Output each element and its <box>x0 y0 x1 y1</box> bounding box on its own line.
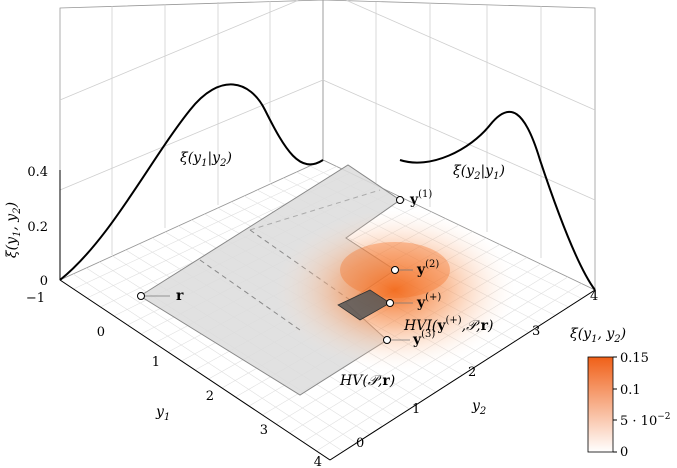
marginal-label-y1: ξ(y1|y2) <box>180 150 232 169</box>
y1-tick-0: −1 <box>26 291 45 306</box>
leader-lines <box>145 199 413 341</box>
hv-label: HV(𝒫,r) <box>339 373 395 389</box>
z-axis-label: ξ(y1, y2) <box>4 202 23 258</box>
z-tick-0: 0 <box>40 274 48 289</box>
z-tick-2: 0.4 <box>27 165 48 180</box>
y1-tick-5: 4 <box>314 455 322 468</box>
y1-tick-3: 2 <box>206 389 214 404</box>
colorbar-tick-2: 5 · 10−2 <box>620 412 671 429</box>
label-y1: y(1) <box>409 189 432 208</box>
axes-lines <box>59 170 596 461</box>
points <box>137 196 404 344</box>
floor-grid-line <box>316 283 582 452</box>
surface-label: ξ(y1, y2) <box>570 326 626 345</box>
y2-tick-4: 4 <box>590 289 598 304</box>
colorbar-tick-1: 0.1 <box>620 383 641 398</box>
y1-tick-4: 3 <box>260 423 268 438</box>
y2-tick-3: 3 <box>532 324 540 339</box>
y2-tick-1: 1 <box>412 402 420 417</box>
colorbar: 0.15 0.1 5 · 10−2 0 <box>587 351 671 460</box>
y2-tick-0: 0 <box>356 436 364 451</box>
point-r <box>137 292 145 300</box>
label-yplus: y(+) <box>416 292 441 311</box>
marginal-label-y2: ξ(y2|y1) <box>453 163 505 182</box>
svg-text:ξ(y1, y2): ξ(y1, y2) <box>4 202 23 258</box>
point-y2 <box>391 266 399 274</box>
z-tick-1: 0.2 <box>27 220 48 235</box>
y2-tick-2: 2 <box>468 365 476 380</box>
point-y1 <box>396 196 404 204</box>
point-yplus <box>386 299 394 307</box>
back-walls <box>59 0 596 291</box>
y1-tick-1: 0 <box>97 325 105 340</box>
label-y2: y(2) <box>416 259 439 278</box>
y2-axis-label: y2 <box>471 398 486 417</box>
colorbar-tick-3: 0 <box>620 445 628 460</box>
colorbar-gradient <box>587 356 614 453</box>
marginal-curve-y1 <box>59 83 324 281</box>
y1-axis-label: y1 <box>155 404 170 423</box>
density-surface <box>275 210 515 370</box>
colorbar-tick-0: 0.15 <box>620 351 649 366</box>
label-r: r <box>176 288 184 304</box>
hvi-label: HVI(y(+),𝒫,r) <box>403 315 494 334</box>
y1-tick-2: 1 <box>152 355 160 370</box>
marginal-curve-y2 <box>399 110 596 291</box>
label-y3: y(3) <box>412 329 435 348</box>
point-y3 <box>383 336 391 344</box>
